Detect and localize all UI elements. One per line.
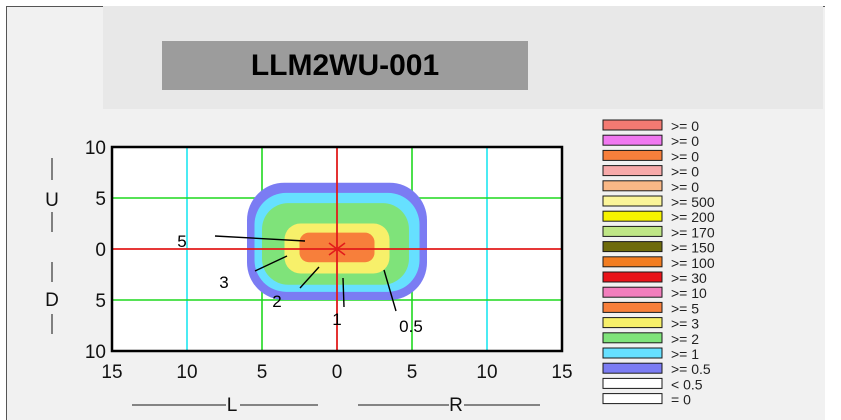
legend-label: >= 170: [671, 224, 715, 240]
annotation-label: 1: [332, 310, 341, 329]
legend-label: = 0: [671, 392, 691, 408]
legend-swatch: [602, 225, 663, 237]
x-axis-right-label: R: [449, 395, 463, 416]
legend-swatch: [602, 271, 663, 283]
x-tick-label: 5: [257, 362, 268, 383]
plot-frame: [110, 145, 564, 353]
legend-swatch: [602, 256, 663, 268]
legend-label: >= 0: [671, 148, 699, 164]
chart-title: LLM2WU-001: [162, 41, 528, 90]
x-tick-label: 0: [332, 362, 343, 383]
annotation-leader: [299, 266, 320, 289]
legend-label: < 0.5: [671, 376, 703, 392]
legend-label: >= 0.5: [671, 361, 711, 377]
annotation-leader: [214, 235, 306, 242]
legend-label: >= 30: [671, 270, 707, 286]
y-axis-lower-label: D: [45, 290, 59, 311]
legend-swatch: [602, 301, 663, 313]
legend-label: >= 0: [671, 118, 699, 134]
legend-label: >= 0: [671, 133, 699, 149]
legend-swatch: [602, 119, 663, 131]
x-axis-left-label: L: [227, 395, 238, 416]
legend-label: >= 1: [671, 346, 699, 362]
legend-label: >= 150: [671, 240, 715, 256]
legend-swatch: [602, 241, 663, 253]
x-tick-label: 15: [551, 362, 572, 383]
y-tick-label: 5: [95, 291, 106, 312]
y-axis-upper-label: U: [45, 190, 59, 211]
legend-label: >= 5: [671, 300, 699, 316]
annotation-leader: [342, 277, 345, 308]
legend-swatch: [602, 377, 663, 389]
legend-label: >= 0: [671, 164, 699, 180]
annotation-label: 2: [272, 292, 281, 311]
legend-label: >= 10: [671, 285, 707, 301]
legend-label: >= 3: [671, 316, 699, 332]
annotation-label: 3: [219, 273, 228, 292]
y-tick-label: 10: [85, 342, 106, 363]
legend-swatch: [602, 362, 663, 374]
legend-label: >= 200: [671, 209, 715, 225]
legend-swatch: [602, 210, 663, 222]
legend-swatch: [602, 195, 663, 207]
legend-swatch: [602, 165, 663, 177]
legend-swatch: [602, 286, 663, 298]
legend-label: >= 0: [671, 179, 699, 195]
annotation-label: 0.5: [399, 317, 423, 336]
annotation-leader: [383, 269, 397, 312]
annotation-leader: [254, 255, 288, 272]
legend-swatch: [602, 134, 663, 146]
legend-swatch: [602, 149, 663, 161]
legend-label: >= 100: [671, 255, 715, 271]
center-marker: [328, 242, 346, 256]
y-tick-label: 5: [95, 189, 106, 210]
y-tick-label: 0: [95, 240, 106, 261]
x-tick-label: 10: [476, 362, 497, 383]
annotation-label: 5: [177, 232, 186, 251]
legend-swatch: [602, 347, 663, 359]
legend-label: >= 500: [671, 194, 715, 210]
legend-swatch: [602, 393, 663, 405]
legend-swatch: [602, 317, 663, 329]
legend-label: >= 2: [671, 331, 699, 347]
y-tick-label: 10: [85, 138, 106, 159]
legend-swatch: [602, 332, 663, 344]
x-tick-label: 10: [176, 362, 197, 383]
x-tick-label: 15: [101, 362, 122, 383]
x-tick-label: 5: [407, 362, 418, 383]
legend-swatch: [602, 180, 663, 192]
